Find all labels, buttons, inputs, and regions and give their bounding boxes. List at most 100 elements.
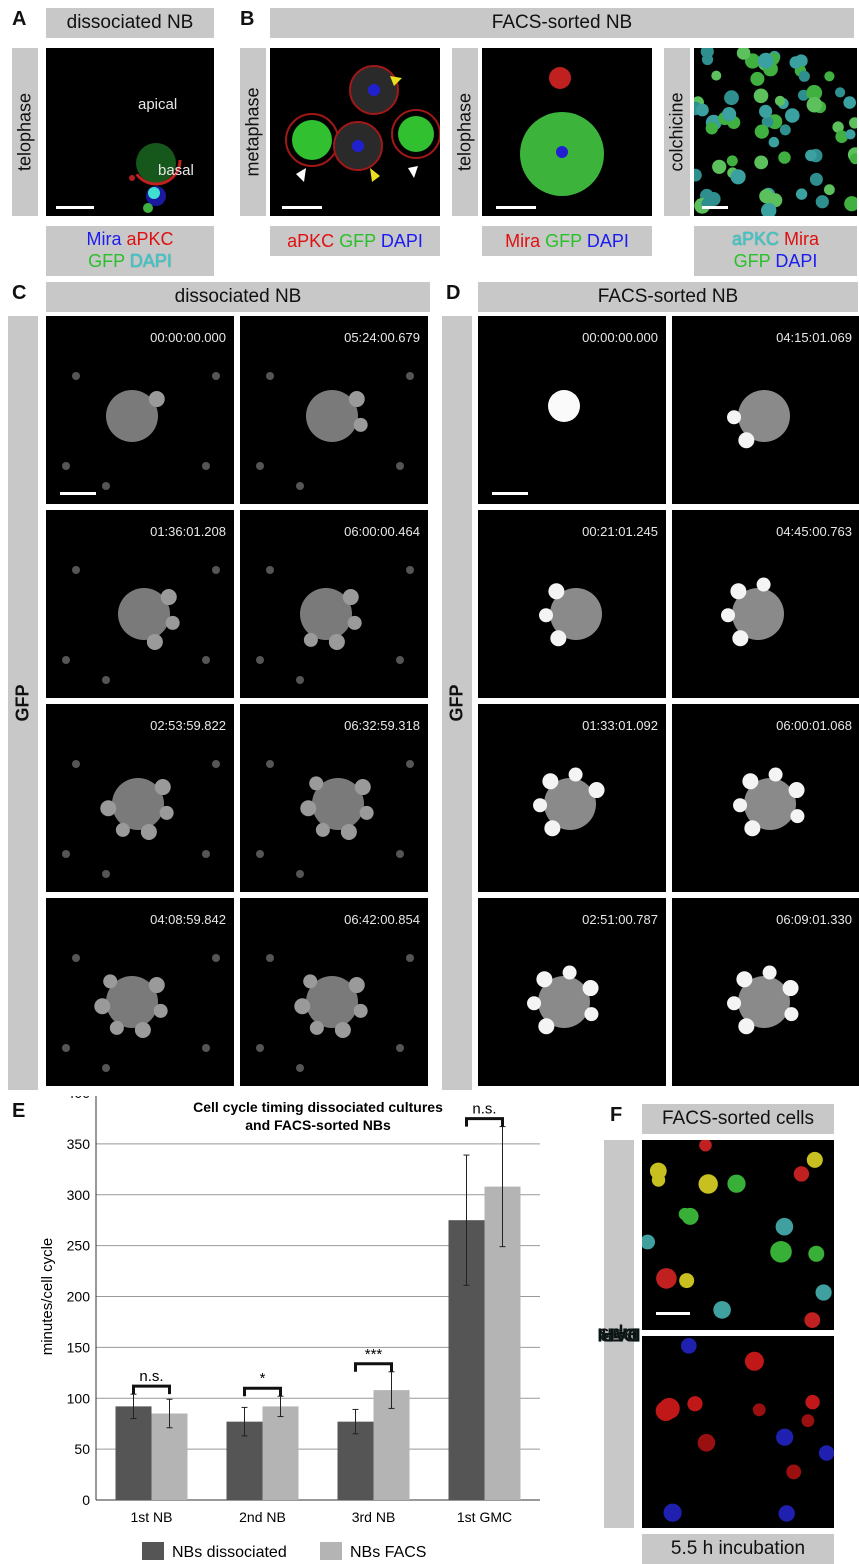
cell-cycle-chart: 0 50 100 150 200 250 300 350 400 Cell cycle timin… — [39, 1096, 540, 1561]
timestamp: 00:00:00.000 — [150, 330, 226, 345]
legend-token: DAPI — [380, 231, 423, 251]
significance-bracket — [243, 1386, 282, 1397]
frame-cells — [548, 390, 580, 422]
panel-letter-b: B — [240, 8, 255, 30]
frame-cells — [733, 767, 805, 837]
telophase-cell — [520, 67, 604, 196]
frame-cells — [62, 954, 220, 1072]
x-tick-label: 1st NB — [130, 1509, 172, 1525]
legend-token: Mira — [505, 231, 541, 251]
panel-f-merge-cells — [642, 1140, 832, 1328]
panel-f-footer: 5.5 h incubation — [642, 1534, 834, 1564]
timelapse-frame: 01:36:01.208 — [46, 510, 234, 698]
apical-label: apical — [138, 96, 178, 113]
panel-a-image — [129, 134, 182, 213]
frame-cells — [727, 965, 799, 1035]
panel-letter-f: F — [610, 1104, 623, 1126]
timestamp: 06:00:00.464 — [344, 524, 420, 539]
timestamp: 02:53:59.822 — [150, 718, 226, 733]
legend-token: Mira — [784, 229, 820, 249]
panel-a-legend: Mira aPKC GFP DAPI — [46, 226, 214, 276]
panel-c-header: dissociated NB — [46, 282, 430, 312]
timelapse-frame: 04:45:00.763 — [672, 510, 859, 698]
frame-cells — [62, 760, 220, 878]
scale-bar — [282, 206, 322, 209]
panel-a-legend-line1: Mira aPKC — [46, 228, 214, 250]
x-tick-label: 1st GMC — [457, 1509, 512, 1525]
y-tick-label: 200 — [67, 1289, 91, 1305]
legend-token: DAPI — [586, 231, 629, 251]
timestamp: 05:24:00.679 — [344, 330, 420, 345]
frame-cells — [62, 372, 220, 490]
timelapse-frame: 06:42:00.854 — [240, 898, 428, 1086]
y-tick-label: 150 — [67, 1339, 91, 1355]
y-axis-label: minutes/cell cycle — [39, 1238, 56, 1356]
timestamp: 06:32:59.318 — [344, 718, 420, 733]
timestamp: 06:42:00.854 — [344, 912, 420, 927]
timelapse-frame: 06:00:01.068 — [672, 704, 859, 892]
frame-cells — [721, 577, 784, 647]
basal-label: basal — [158, 162, 194, 179]
timelapse-frame: 02:51:00.787 — [478, 898, 666, 1086]
panel-b-side-label-colchicine: colchicine — [664, 48, 690, 216]
legend-token: aPKC — [126, 229, 174, 249]
scale-bar — [60, 492, 96, 495]
timelapse-frame: 01:33:01.092 — [478, 704, 666, 892]
colchicine-cells — [694, 48, 857, 216]
legend-token: DAPI — [129, 251, 172, 271]
frame-cells — [727, 390, 790, 449]
panel-b-colchicine-legend: aPKC Mira GFP DAPI — [694, 226, 857, 276]
frame-cells — [527, 965, 599, 1035]
panel-b-header: FACS-sorted NB — [270, 8, 854, 38]
panel-c-side-label: GFP — [8, 316, 38, 1090]
timestamp: 04:08:59.842 — [150, 912, 226, 927]
y-tick-label: 250 — [67, 1238, 91, 1254]
significance-bracket — [354, 1362, 393, 1372]
significance-label: n.s. — [139, 1368, 163, 1385]
panel-b-colchicine-image — [694, 48, 857, 216]
y-tick-label: 100 — [67, 1390, 91, 1406]
scale-bar — [496, 206, 536, 209]
bar — [337, 1421, 374, 1500]
frame-cells — [256, 760, 414, 878]
panel-f-dpn-pros-image — [642, 1336, 834, 1528]
panel-b-telophase-legend: Mira GFP DAPI — [482, 226, 652, 256]
legend-token: GFP — [339, 231, 376, 251]
y-tick-label: 350 — [67, 1136, 91, 1152]
panel-letter-d: D — [446, 282, 461, 304]
timelapse-frame: 06:09:01.330 — [672, 898, 859, 1086]
legend-swatch — [142, 1542, 164, 1560]
bar — [262, 1406, 299, 1500]
legend-token: aPKC — [731, 229, 779, 249]
timelapse-frame: 06:32:59.318 — [240, 704, 428, 892]
significance-label: *** — [365, 1346, 383, 1363]
panel-b-side-label-metaphase: metaphase — [240, 48, 266, 216]
timelapse-frame: 00:00:00.000 — [478, 316, 666, 504]
panel-d-side-label: GFP — [442, 316, 472, 1090]
significance-bracket — [465, 1117, 504, 1127]
scale-bar — [702, 206, 728, 209]
y-tick-label: 0 — [82, 1492, 90, 1508]
legend-token: GFP — [88, 251, 125, 271]
chart-title: and FACS-sorted NBs — [245, 1117, 391, 1133]
significance-label: * — [260, 1370, 266, 1387]
panel-b-metaphase-image — [270, 48, 440, 216]
panel-letter-c: C — [12, 282, 27, 304]
panel-f-side-label: Dpn Pros GFP DAPI — [597, 1140, 641, 1528]
colchicine-legend-line1: aPKC Mira — [694, 228, 857, 250]
legend-token: GFP — [733, 251, 771, 271]
legend-token: aPKC — [287, 231, 335, 251]
timestamp: 02:51:00.787 — [582, 912, 658, 927]
panel-f-header: FACS-sorted cells — [642, 1104, 834, 1134]
scale-bar — [656, 1312, 690, 1315]
timestamp: 00:00:00.000 — [582, 330, 658, 345]
timelapse-frame: 00:00:00.000 — [46, 316, 234, 504]
panel-d-header: FACS-sorted NB — [478, 282, 858, 312]
timelapse-frame: 02:53:59.822 — [46, 704, 234, 892]
y-tick-label: 300 — [67, 1187, 91, 1203]
significance-label: n.s. — [472, 1101, 496, 1118]
bar — [115, 1406, 152, 1500]
frame-cells — [256, 954, 414, 1072]
timestamp: 04:15:01.069 — [776, 330, 852, 345]
panel-letter-e: E — [12, 1100, 26, 1122]
